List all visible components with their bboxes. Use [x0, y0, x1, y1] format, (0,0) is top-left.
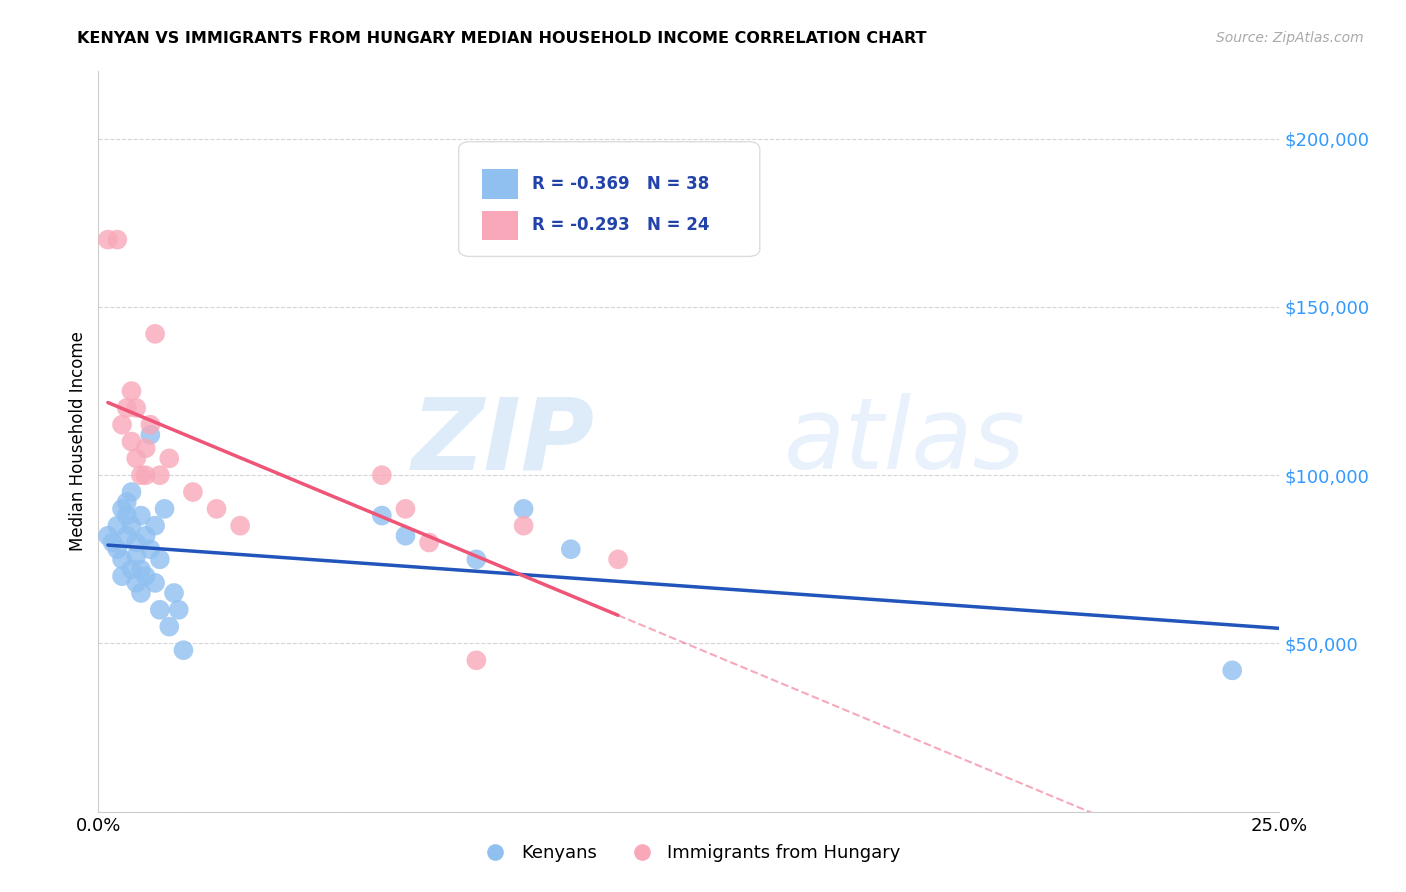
Point: [394, 529, 416, 543]
Point: [111, 569, 134, 583]
Point: [172, 643, 194, 657]
Point: [101, 535, 124, 549]
Text: Source: ZipAtlas.com: Source: ZipAtlas.com: [1216, 31, 1364, 45]
Point: [465, 552, 488, 566]
Point: [129, 508, 152, 523]
Point: [229, 518, 252, 533]
Point: [371, 508, 394, 523]
Point: [157, 451, 180, 466]
Point: [139, 417, 162, 432]
Point: [115, 401, 138, 415]
Point: [181, 485, 204, 500]
Point: [143, 326, 166, 341]
Point: [418, 535, 440, 549]
Text: R = -0.369   N = 38: R = -0.369 N = 38: [531, 175, 709, 193]
Point: [115, 495, 138, 509]
Point: [143, 518, 166, 533]
Point: [125, 549, 148, 563]
Point: [125, 535, 148, 549]
Point: [129, 586, 152, 600]
Point: [129, 562, 152, 576]
Point: [560, 542, 582, 557]
Point: [149, 468, 172, 483]
Point: [121, 562, 143, 576]
Point: [129, 468, 152, 483]
Point: [149, 603, 172, 617]
Point: [125, 575, 148, 590]
Point: [111, 552, 134, 566]
Point: [153, 501, 176, 516]
FancyBboxPatch shape: [458, 142, 759, 257]
Point: [149, 552, 172, 566]
Point: [97, 529, 120, 543]
Point: [607, 552, 630, 566]
Point: [97, 233, 120, 247]
Point: [371, 468, 394, 483]
Point: [105, 542, 128, 557]
Point: [205, 501, 228, 516]
Text: KENYAN VS IMMIGRANTS FROM HUNGARY MEDIAN HOUSEHOLD INCOME CORRELATION CHART: KENYAN VS IMMIGRANTS FROM HUNGARY MEDIAN…: [77, 31, 927, 46]
Point: [163, 586, 186, 600]
Legend: Kenyans, Immigrants from Hungary: Kenyans, Immigrants from Hungary: [470, 837, 908, 870]
Point: [135, 468, 157, 483]
Point: [135, 442, 157, 456]
Point: [135, 569, 157, 583]
Point: [121, 384, 143, 398]
Y-axis label: Median Household Income: Median Household Income: [69, 332, 87, 551]
Point: [512, 501, 534, 516]
Point: [157, 619, 180, 633]
Point: [105, 233, 128, 247]
Text: R = -0.293   N = 24: R = -0.293 N = 24: [531, 217, 710, 235]
Point: [121, 434, 143, 449]
Point: [125, 401, 148, 415]
Point: [125, 451, 148, 466]
FancyBboxPatch shape: [482, 211, 517, 240]
Point: [143, 575, 166, 590]
Point: [115, 508, 138, 523]
FancyBboxPatch shape: [482, 169, 517, 199]
Point: [105, 518, 128, 533]
Point: [512, 518, 534, 533]
Point: [167, 603, 190, 617]
Point: [139, 542, 162, 557]
Point: [135, 529, 157, 543]
Point: [121, 518, 143, 533]
Text: ZIP: ZIP: [412, 393, 595, 490]
Text: atlas: atlas: [783, 393, 1025, 490]
Point: [115, 529, 138, 543]
Point: [139, 427, 162, 442]
Point: [394, 501, 416, 516]
Point: [111, 417, 134, 432]
Point: [111, 501, 134, 516]
Point: [465, 653, 488, 667]
Point: [1220, 664, 1243, 678]
Point: [121, 485, 143, 500]
